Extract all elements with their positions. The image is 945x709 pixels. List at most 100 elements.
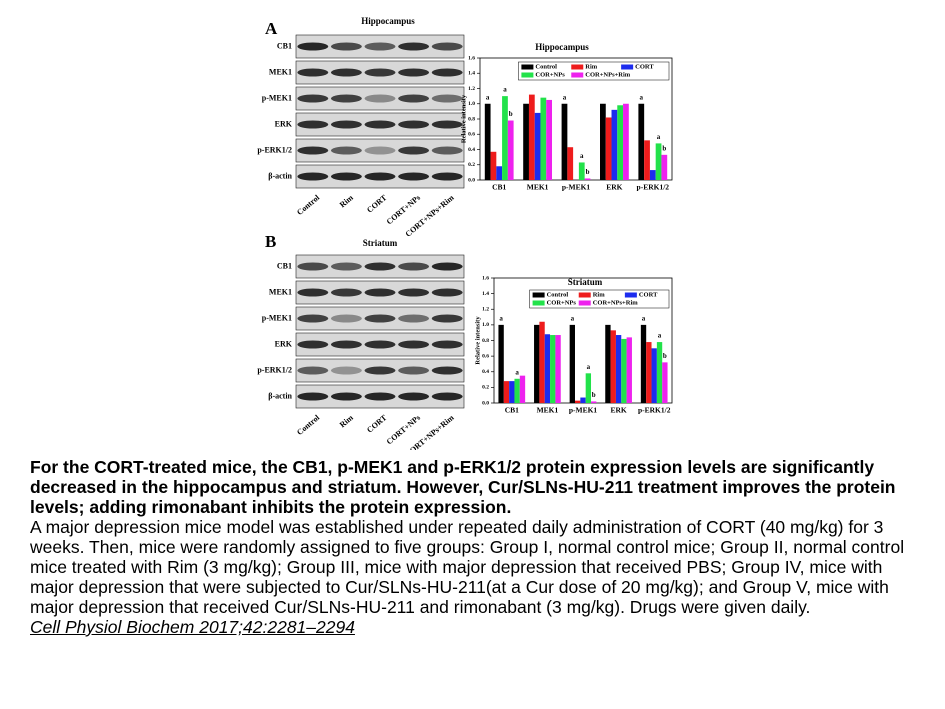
y-axis-label: Relative intensity [474,316,481,365]
bar [514,378,520,403]
blot-band [364,288,396,297]
bar [519,375,526,403]
blot-row-label: p-MEK1 [262,93,292,102]
blot-band [330,120,362,129]
blot-band [330,68,362,77]
blot-band [297,340,329,349]
bar [610,330,616,403]
bar [509,381,515,403]
caption-headline: For the CORT-treated mice, the CB1, p-ME… [30,457,896,517]
x-tick-label: p-ERK1/2 [638,406,671,415]
panel-letter: A [265,19,278,38]
bar [617,105,624,180]
blot-band [364,262,396,271]
bar [615,335,622,403]
blot-row-label: MEK1 [269,67,292,76]
bar [651,348,657,403]
legend-label: Rim [585,63,598,70]
blot-band [297,262,329,271]
y-tick-label: 1.0 [482,322,489,328]
blot-band [297,172,329,181]
legend-label: Rim [593,291,606,298]
x-tick-label: ERK [606,183,622,192]
blot-band [364,314,396,323]
citation: Cell Physiol Biochem 2017;42:2281–2294 [30,617,355,637]
blot-row-label: MEK1 [269,287,292,296]
legend-swatch [532,300,545,306]
blot-band [398,288,430,297]
y-tick-label: 0.2 [468,162,475,168]
blot-lane-label: CORT [365,413,389,435]
y-tick-label: 1.6 [468,55,475,61]
legend-label: COR+NPs [547,299,577,306]
y-tick-label: 0.6 [468,132,475,138]
bar [507,120,514,180]
blot-band [398,340,430,349]
blot-band [330,288,362,297]
bar [621,338,627,403]
blot-row-label: p-ERK1/2 [257,365,292,374]
significance-letter: a [503,86,507,94]
bar [591,401,597,403]
blot-lane-label: Rim [338,193,355,210]
blot-band [330,172,362,181]
bar [656,342,663,403]
significance-letter: b [509,110,513,118]
y-tick-label: 1.4 [468,71,475,77]
chart-title: Striatum [568,277,603,287]
blot-band [431,340,463,349]
significance-letter: a [515,368,519,376]
y-axis-label: Relative intensity [460,94,467,143]
blot-band [364,68,396,77]
significance-letter: b [663,352,667,360]
x-tick-label: p-ERK1/2 [637,183,670,192]
y-tick-label: 0.0 [482,400,489,406]
blot-row-label: p-ERK1/2 [257,145,292,154]
bar [498,324,504,403]
blot-row-label: CB1 [277,41,292,50]
blot-band [431,94,463,103]
blot-band [330,340,362,349]
blot-band [431,366,463,375]
blot-band [431,42,463,51]
blot-band [364,172,396,181]
blot-band [431,314,463,323]
blot-band [398,42,430,51]
y-tick-label: 1.2 [482,307,489,313]
significance-letter: a [658,332,662,340]
significance-letter: a [640,93,644,101]
bar [655,143,662,180]
bar [605,324,611,403]
chart-title: Hippocampus [535,42,589,52]
bar [484,103,491,180]
blot-band [398,392,430,401]
bar [661,154,668,180]
bar [496,166,503,180]
legend-label: COR+NPs+Rim [585,71,631,78]
blot-row-label: β-actin [268,391,292,400]
bar [600,103,606,180]
blot-band [364,392,396,401]
bar [528,94,535,180]
bar [578,162,585,180]
panel-letter: B [265,232,276,251]
significance-letter: a [580,152,584,160]
blot-band [364,366,396,375]
bar [502,96,508,180]
blot-band [297,146,329,155]
y-tick-label: 0.2 [482,385,489,391]
blot-band [297,42,329,51]
blot-band [297,120,329,129]
significance-letter: a [587,363,591,371]
x-tick-label: p-MEK1 [569,406,598,415]
blot-row-label: β-actin [268,171,292,180]
x-tick-label: MEK1 [537,406,559,415]
blot-band [398,172,430,181]
blot-title: Hippocampus [361,16,415,26]
legend-label: Control [535,63,557,70]
blot-band [297,366,329,375]
legend-swatch [571,64,584,70]
bar [580,397,586,403]
blot-band [398,262,430,271]
